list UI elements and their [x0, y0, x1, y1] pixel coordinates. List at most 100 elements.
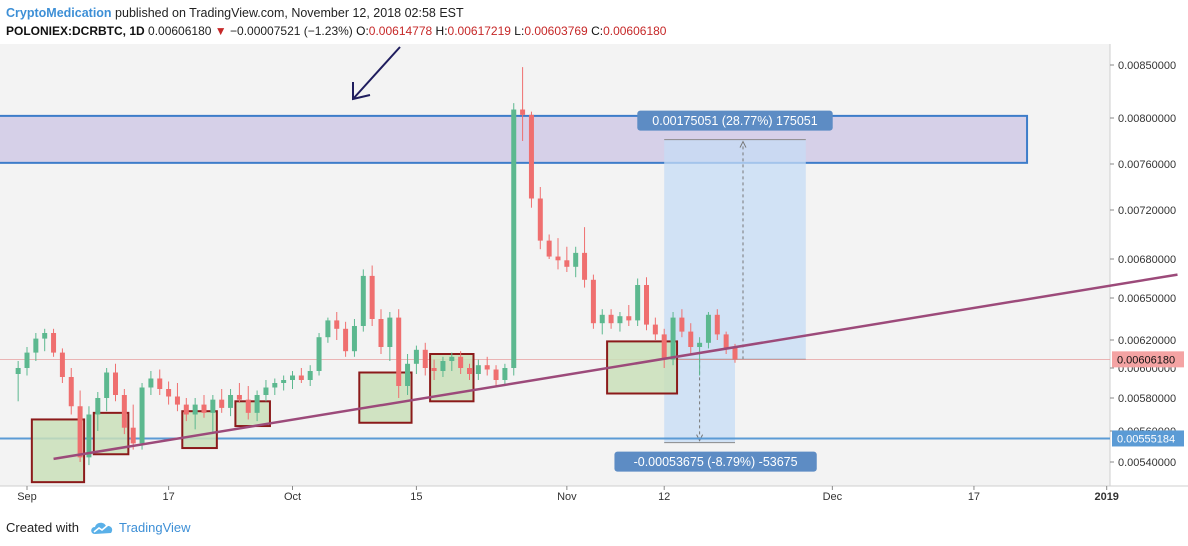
- close-value: 0.00606180: [603, 24, 667, 38]
- candle-body: [688, 331, 694, 347]
- candle-body: [281, 380, 287, 383]
- candle-body: [263, 387, 269, 395]
- candle-body: [139, 387, 145, 444]
- price-tick-label: 0.00620000: [1118, 335, 1176, 347]
- candle-body: [210, 399, 216, 413]
- author-link[interactable]: CryptoMedication: [6, 6, 112, 20]
- chart-header: CryptoMedication published on TradingVie…: [6, 4, 666, 40]
- candle-body: [298, 375, 304, 380]
- candle-body: [714, 314, 720, 335]
- time-tick-label: Nov: [557, 491, 577, 503]
- candle-body: [360, 275, 366, 326]
- support-price-badge: [1112, 430, 1184, 447]
- tradingview-brand-link[interactable]: TradingView: [118, 520, 191, 535]
- created-with-text: Created with: [6, 520, 79, 535]
- candle-body: [104, 372, 110, 398]
- time-tick-label: 2019: [1094, 491, 1118, 503]
- candle-body: [192, 404, 198, 415]
- price-tick-label: 0.00580000: [1118, 393, 1176, 405]
- candle-body: [546, 240, 552, 257]
- candle-body: [537, 198, 543, 241]
- price-tick-label: 0.00650000: [1118, 293, 1176, 305]
- candle-body: [95, 398, 101, 415]
- candle-body: [422, 349, 428, 368]
- high-label: H:: [435, 24, 448, 38]
- time-tick-label: Dec: [823, 491, 843, 503]
- candle-body: [723, 334, 729, 349]
- candle-body: [652, 324, 658, 335]
- price-tick-label: 0.00850000: [1118, 60, 1176, 72]
- candle-body: [219, 399, 225, 408]
- last-price: 0.00606180: [148, 24, 212, 38]
- candle-body: [245, 399, 251, 413]
- candle-body: [51, 333, 57, 353]
- candle-body: [573, 252, 579, 267]
- price-tick-label: 0.00720000: [1118, 205, 1176, 217]
- price-tick-label: 0.00800000: [1118, 113, 1176, 125]
- price-axis-background: [1110, 44, 1188, 486]
- candle-body: [378, 319, 384, 347]
- measure-down-label-bg: [614, 451, 817, 472]
- candle-body: [528, 114, 534, 199]
- candle-body: [431, 368, 437, 371]
- time-tick-label: 15: [410, 491, 422, 503]
- candle-body: [520, 109, 526, 115]
- candle-body: [440, 361, 446, 371]
- candle-body: [130, 427, 136, 444]
- candle-body: [502, 368, 508, 380]
- open-label: O:: [356, 24, 369, 38]
- price-tick-label: 0.00760000: [1118, 159, 1176, 171]
- candle-body: [617, 316, 623, 324]
- measure-down-label: -0.00053675 (-8.79%) -53675: [634, 455, 798, 469]
- time-tick-label: 12: [658, 491, 670, 503]
- low-label: L:: [514, 24, 525, 38]
- annotation-arrowhead-icon: [352, 82, 371, 101]
- candle-body: [705, 314, 711, 343]
- candle-body: [272, 383, 278, 388]
- candle-body: [157, 378, 163, 389]
- price-tick-label: 0.00540000: [1118, 457, 1176, 469]
- time-tick-label: 17: [162, 491, 174, 503]
- symbol-label: POLONIEX:DCRBTC, 1D: [6, 24, 145, 38]
- measure-up-label: 0.00175051 (28.77%) 175051: [652, 114, 817, 128]
- candle-body: [316, 337, 322, 371]
- candle-body: [387, 317, 393, 347]
- candle-body: [254, 395, 260, 413]
- support-price-badge-label: 0.00555184: [1117, 433, 1175, 445]
- candle-body: [113, 372, 118, 395]
- candle-body: [343, 328, 349, 352]
- consolidation-box: [30, 418, 86, 484]
- candle-body: [458, 356, 464, 368]
- candle-body: [484, 365, 490, 370]
- last-price-badge-label: 0.00606180: [1117, 354, 1175, 366]
- candle-body: [396, 317, 402, 386]
- candle-body: [77, 406, 83, 458]
- published-text: published on TradingView.com, November 1…: [115, 6, 464, 20]
- candle-body: [68, 377, 74, 407]
- candle-body: [608, 314, 614, 324]
- time-tick-label: Sep: [17, 491, 37, 503]
- candle-body: [148, 378, 154, 388]
- candle-body: [121, 395, 127, 428]
- candle-body: [599, 314, 605, 324]
- candle-body: [183, 404, 189, 415]
- candle-body: [626, 316, 632, 321]
- candle-body: [511, 109, 517, 369]
- candle-body: [661, 334, 667, 360]
- price-change: −0.00007521 (−1.23%): [230, 24, 353, 38]
- last-price-badge: [1112, 351, 1184, 368]
- candle-body: [325, 320, 331, 338]
- time-tick-label: Oct: [284, 491, 301, 503]
- candle-body: [467, 368, 472, 374]
- ohlc-line: POLONIEX:DCRBTC, 1D 0.00606180 ▼ −0.0000…: [6, 22, 666, 40]
- candle-body: [42, 333, 48, 339]
- candle-body: [307, 371, 313, 380]
- candle-body: [334, 320, 340, 329]
- candle-body: [555, 256, 561, 261]
- candle-body: [644, 285, 649, 325]
- candle-body: [564, 260, 570, 267]
- open-value: 0.00614778: [368, 24, 433, 38]
- candle-body: [59, 352, 65, 377]
- candle-body: [635, 285, 641, 321]
